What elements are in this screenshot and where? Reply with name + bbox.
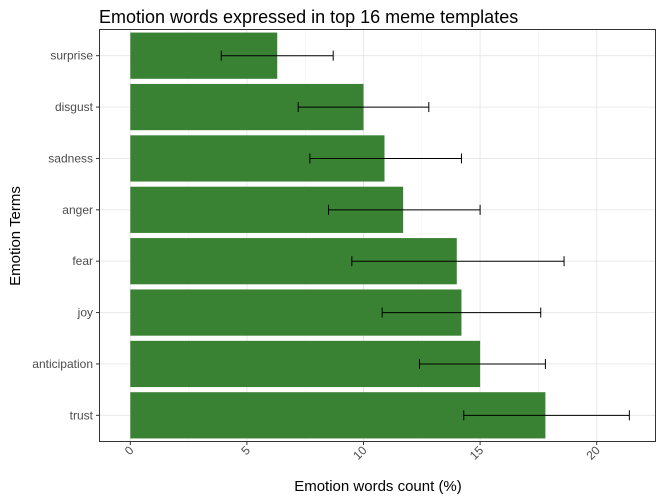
error-bar-anger	[328, 204, 481, 215]
error-bar-trust	[463, 410, 630, 421]
y-tick-label: sadness	[48, 151, 93, 165]
x-tick-label: 0	[122, 443, 137, 458]
x-tick-label: 5	[238, 443, 253, 458]
y-axis-ticks: surprise disgust sadness anger fear joy antici…	[32, 49, 100, 422]
x-axis-title: Emotion words count (%)	[294, 478, 462, 495]
error-bar-anticipation	[418, 358, 546, 369]
x-tick-label: 15	[467, 443, 487, 463]
y-tick-label: anticipation	[32, 357, 93, 371]
x-tick-label: 20	[583, 443, 603, 463]
error-bar-joy	[381, 307, 542, 318]
y-tick-label: anger	[62, 203, 93, 217]
y-tick-label: joy	[77, 306, 93, 320]
x-tick-label: 10	[350, 443, 370, 463]
chart-title: Emotion words expressed in top 16 meme t…	[99, 7, 518, 27]
y-tick-label: trust	[70, 408, 94, 422]
x-axis-ticks: 0 5 10 15 20	[122, 441, 603, 463]
y-tick-label: surprise	[50, 49, 93, 63]
error-bar-fear	[351, 256, 565, 267]
y-tick-label: fear	[72, 254, 93, 268]
error-bar-surprise	[220, 50, 334, 61]
y-axis-title: Emotion Terms	[7, 186, 24, 286]
error-bar-sadness	[309, 153, 462, 164]
error-bars	[220, 50, 630, 421]
y-tick-label: disgust	[55, 100, 94, 114]
error-bar-disgust	[297, 102, 430, 113]
